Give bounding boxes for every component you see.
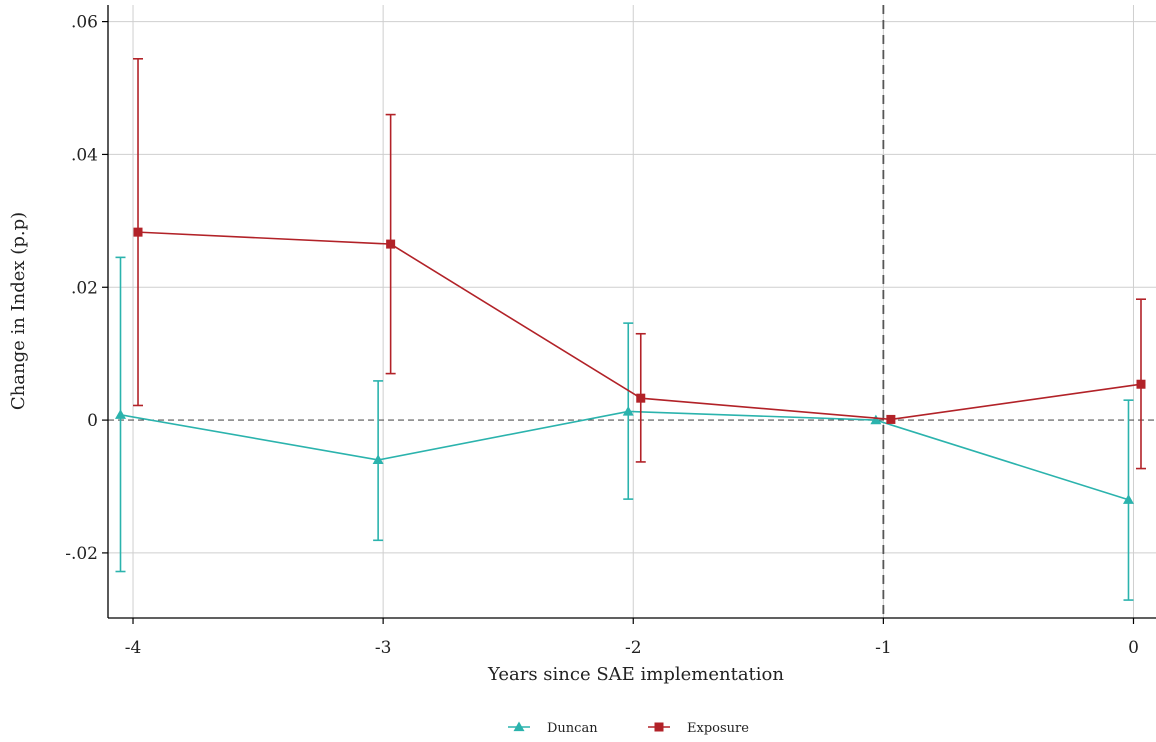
legend-item-duncan: Duncan — [508, 721, 598, 736]
reference-lines — [108, 5, 1156, 618]
duncan-series — [115, 256, 1134, 601]
y-tick-label: .06 — [71, 13, 98, 33]
exposure-point — [133, 227, 143, 237]
exposure-series — [133, 57, 1146, 470]
tick-labels: -.02 0 .02 .04 .06 -4 -3 -2 -1 0 — [65, 13, 1139, 658]
x-tick-label: -3 — [375, 638, 392, 658]
exposure-point — [636, 393, 646, 403]
y-tick-label: -.02 — [65, 544, 98, 564]
exposure-point — [1136, 379, 1146, 389]
y-tick-label: 0 — [87, 411, 98, 431]
legend-item-exposure: Exposure — [648, 721, 749, 736]
legend: Duncan Exposure — [508, 721, 749, 736]
legend-label-duncan: Duncan — [547, 721, 598, 736]
duncan-point — [115, 409, 127, 419]
axes — [102, 5, 1156, 624]
duncan-point — [870, 414, 882, 425]
exposure-line — [137, 231, 1142, 421]
duncan-line — [120, 410, 1129, 501]
duncan-point — [372, 454, 384, 465]
x-tick-label: -2 — [625, 638, 642, 658]
legend-label-exposure: Exposure — [687, 721, 749, 736]
x-tick-label: 0 — [1128, 638, 1139, 658]
duncan-point — [1122, 494, 1134, 504]
x-tick-label: -4 — [125, 638, 142, 658]
x-axis-title: Years since SAE implementation — [487, 664, 784, 685]
grid-lines — [108, 5, 1156, 618]
y-tick-label: .02 — [71, 278, 98, 298]
exposure-point — [886, 414, 896, 424]
y-tick-label: .04 — [71, 145, 98, 165]
series-layer — [115, 57, 1146, 601]
legend-marker-exposure — [654, 722, 664, 732]
x-tick-label: -1 — [875, 638, 892, 658]
exposure-point — [386, 239, 396, 249]
legend-marker-duncan — [513, 721, 525, 732]
duncan-point — [622, 405, 634, 416]
y-axis-title: Change in Index (p.p) — [8, 212, 29, 410]
